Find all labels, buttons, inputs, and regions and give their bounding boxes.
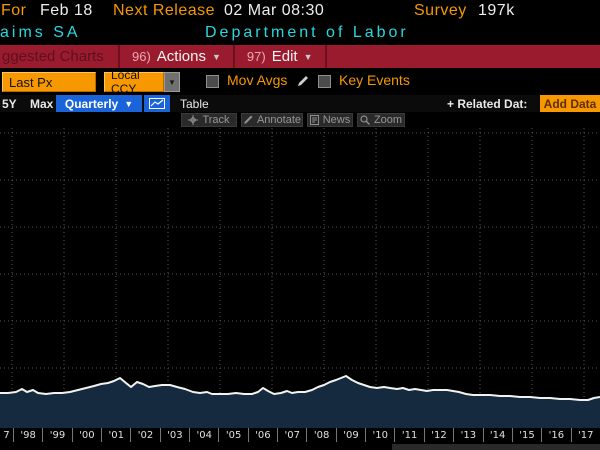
x-axis-label: '06 <box>247 428 277 442</box>
x-axis-label: '00 <box>71 428 101 442</box>
chart-tools-row: Track Annotate News Zoom <box>0 112 600 128</box>
currency-selector[interactable]: Local CCY <box>104 68 164 96</box>
annotate-button[interactable]: Annotate <box>241 113 303 127</box>
data-source: Department of Labor <box>205 24 409 41</box>
jobless-claims-area-chart <box>0 128 600 428</box>
chevron-down-icon: ▼ <box>124 98 134 109</box>
survey-value: 197k <box>478 2 515 19</box>
x-axis-label: '09 <box>335 428 365 442</box>
range-tab-max[interactable]: Max <box>30 96 54 111</box>
menubar-divider <box>118 45 120 68</box>
x-axis-label: '05 <box>218 428 247 442</box>
next-release-value: 02 Mar 08:30 <box>224 2 325 19</box>
chart-settings-toolbar: Last Px Local CCY ▼ Mov Avgs Key Events <box>0 68 600 96</box>
x-axis-label: '03 <box>159 428 189 442</box>
edit-label: Edit <box>271 48 298 65</box>
line-chart-icon <box>149 98 165 109</box>
survey-label: Survey <box>414 2 467 19</box>
x-axis-label: '12 <box>423 428 453 442</box>
x-axis-label: '99 <box>42 428 71 442</box>
add-data-button[interactable]: Add Data <box>540 95 600 112</box>
pencil-icon <box>243 115 253 124</box>
chevron-down-icon: ▼ <box>212 51 221 62</box>
magnifier-icon <box>360 115 370 125</box>
price-chart[interactable] <box>0 128 600 428</box>
mov-avgs-label: Mov Avgs <box>227 72 288 88</box>
zoom-label: Zoom <box>373 114 403 126</box>
x-axis-label: '14 <box>482 428 512 442</box>
news-button[interactable]: News <box>307 113 353 127</box>
x-axis-label: 7 <box>3 429 10 441</box>
key-events-label: Key Events <box>339 72 410 88</box>
mov-avgs-checkbox[interactable] <box>206 75 219 88</box>
track-label: Track <box>202 114 230 126</box>
edit-menu[interactable]: 97) Edit ▼ <box>235 45 325 68</box>
track-button[interactable]: Track <box>181 113 237 127</box>
x-axis-label: '15 <box>511 428 541 442</box>
pencil-icon[interactable] <box>296 74 310 88</box>
actions-label: Actions <box>156 48 206 65</box>
zoom-button[interactable]: Zoom <box>357 113 405 127</box>
menubar: ggested Charts 96) Actions ▼ 97) Edit ▼ <box>0 45 600 68</box>
line-chart-type-button[interactable] <box>144 95 170 112</box>
security-name: aims SA <box>0 24 81 41</box>
x-axis-label: '04 <box>189 428 218 442</box>
crosshair-icon <box>188 115 199 125</box>
key-events-checkbox[interactable] <box>318 75 331 88</box>
x-axis-label: '02 <box>130 428 159 442</box>
edit-shortcut: 97) <box>246 49 266 64</box>
range-tab-5y[interactable]: 5Y <box>2 96 17 111</box>
menubar-divider <box>232 45 235 68</box>
chevron-down-icon: ▼ <box>303 51 313 62</box>
x-axis-label: '16 <box>541 428 570 442</box>
related-data-button[interactable]: + Related Dat: <box>447 96 528 111</box>
x-axis-label: '13 <box>453 428 482 442</box>
actions-shortcut: 96) <box>132 49 151 64</box>
bottom-scrollbar-strip[interactable] <box>392 444 600 450</box>
release-info-row: For Feb 18 Next Release 02 Mar 08:30 Sur… <box>0 0 600 22</box>
for-date: Feb 18 <box>40 2 93 19</box>
annotate-label: Annotate <box>256 114 302 126</box>
x-axis-label: '11 <box>394 428 423 442</box>
x-axis-label: '17 <box>570 428 600 442</box>
x-axis: 7'98'99'00'01'02'03'04'05'06'07'08'09'10… <box>0 428 600 444</box>
x-axis-label: '10 <box>365 428 394 442</box>
period-label: Quarterly <box>64 96 119 111</box>
table-tab[interactable]: Table <box>180 96 209 111</box>
menubar-divider <box>324 45 327 68</box>
news-label: News <box>322 114 351 126</box>
x-axis-label: '08 <box>306 428 335 442</box>
chart-range-bar: 5Y Max Quarterly ▼ Table + Related Dat: … <box>0 95 600 112</box>
actions-menu[interactable]: 96) Actions ▼ <box>120 45 233 68</box>
for-label: For <box>1 2 27 19</box>
security-title-row: aims SA Department of Labor <box>0 22 600 45</box>
last-px-selector[interactable]: Last Px <box>2 72 96 92</box>
news-page-icon <box>309 115 319 125</box>
next-release-label: Next Release <box>113 2 216 19</box>
period-selector[interactable]: Quarterly ▼ <box>56 95 142 112</box>
x-axis-label: '07 <box>277 428 306 442</box>
x-axis-label: '98 <box>13 428 42 442</box>
suggested-charts-menu[interactable]: ggested Charts <box>2 48 104 65</box>
x-axis-label: '01 <box>101 428 130 442</box>
currency-dropdown-arrow[interactable]: ▼ <box>164 72 180 92</box>
